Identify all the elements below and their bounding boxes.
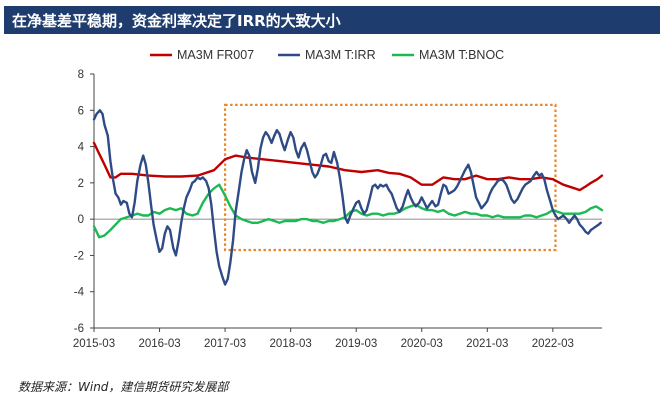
- y-tick-label: -4: [74, 287, 85, 299]
- line-chart: MA3M FR007 MA3M T:IRR MA3M T:BNOC -6 -4 -2 0 2…: [73, 48, 604, 350]
- y-tick-label: -6: [74, 323, 84, 335]
- y-tick-label: 2: [78, 178, 84, 190]
- legend-label-ma3m-t-bnoc: MA3M T:BNOC: [419, 48, 504, 62]
- data-source-note: 数据来源：Wind，建信期货研究发展部: [18, 380, 229, 394]
- y-tick-label: 4: [78, 142, 85, 154]
- y-axis-ticks: -6 -4 -2 0 2 4 6 8: [74, 69, 94, 335]
- y-tick-label: 8: [78, 69, 84, 81]
- x-tick-label: 2015-03: [73, 338, 115, 350]
- x-tick-label: 2017-03: [204, 338, 246, 350]
- x-tick-label: 2021-03: [466, 338, 508, 350]
- x-tick-label: 2018-03: [270, 338, 312, 350]
- x-tick-label: 2016-03: [138, 338, 180, 350]
- title-bar: 在净基差平稳期，资金利率决定了IRR的大致大小: [4, 6, 660, 34]
- chart-series: [92, 109, 604, 286]
- y-tick-label: 0: [78, 214, 84, 226]
- series-line-ma3m-t-irr: [92, 109, 602, 286]
- x-axis-ticks: 2015-03 2016-03 2017-03 2018-03 2019-03 2020-…: [73, 328, 574, 350]
- x-tick-label: 2019-03: [335, 338, 377, 350]
- x-tick-label: 2020-03: [401, 338, 443, 350]
- y-tick-label: 6: [78, 105, 84, 117]
- highlight-box: [223, 103, 557, 252]
- x-tick-label: 2022-03: [532, 338, 574, 350]
- series-line-ma3m-t-bnoc: [92, 183, 604, 239]
- chart-legend: MA3M FR007 MA3M T:IRR MA3M T:BNOC: [150, 48, 504, 62]
- series-line-ma3m-fr007: [92, 141, 604, 192]
- legend-label-ma3m-t-irr: MA3M T:IRR: [305, 48, 376, 62]
- chart-title: 在净基差平稳期，资金利率决定了IRR的大致大小: [12, 12, 341, 30]
- legend-label-ma3m-fr007: MA3M FR007: [177, 48, 254, 62]
- y-tick-label: -2: [74, 250, 84, 262]
- highlight-rectangle: [223, 103, 557, 252]
- chart-axes: [93, 74, 602, 329]
